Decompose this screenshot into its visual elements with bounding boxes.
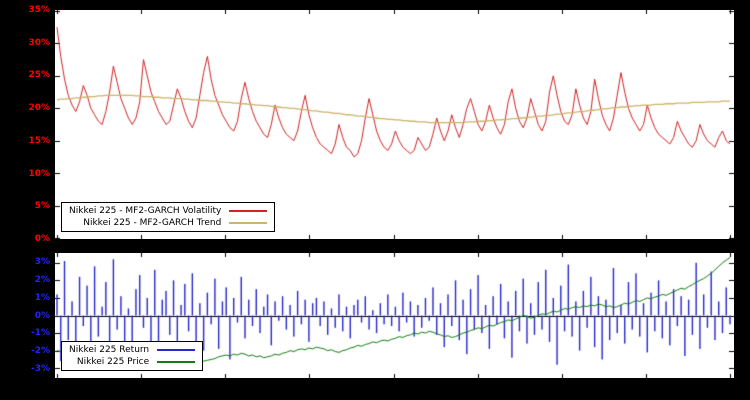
y-axis-tick-label: 3% <box>34 256 50 267</box>
trend-line-sample <box>229 222 268 224</box>
price-line-sample <box>157 361 196 363</box>
volatility-panel: Nikkei 225 - MF2-GARCH Volatility Nikkei… <box>54 9 735 240</box>
y-axis-tick-label: -3% <box>30 364 50 375</box>
legend-entry-return: Nikkei 225 Return <box>69 344 196 356</box>
volatility-legend: Nikkei 225 - MF2-GARCH Volatility Nikkei… <box>61 202 276 232</box>
y-axis-tick-label: 35% <box>28 5 50 15</box>
legend-entry-trend: Nikkei 225 - MF2-GARCH Trend <box>69 217 268 229</box>
y-axis-tick-label: 1% <box>34 292 50 303</box>
returns-panel: Nikkei 225 Return Nikkei 225 Price <box>54 252 735 379</box>
y-axis-tick-label: 5% <box>34 201 50 212</box>
y-axis-tick-label: 30% <box>28 37 50 48</box>
y-axis-tick-label: 0% <box>34 234 50 244</box>
y-axis-tick-label: 20% <box>28 103 50 114</box>
y-axis-tick-label: -1% <box>30 328 50 339</box>
volatility-chart-canvas <box>55 10 734 239</box>
y-axis-tick-label: 25% <box>28 70 50 81</box>
legend-entry-volatility: Nikkei 225 - MF2-GARCH Volatility <box>69 205 268 217</box>
y-axis-tick-label: -2% <box>30 346 50 357</box>
legend-entry-price: Nikkei 225 Price <box>69 356 196 368</box>
y-axis-tick-label: 2% <box>34 274 50 285</box>
legend-label-volatility: Nikkei 225 - MF2-GARCH Volatility <box>69 206 222 216</box>
return-line-sample <box>157 349 196 351</box>
returns-legend: Nikkei 225 Return Nikkei 225 Price <box>61 341 204 371</box>
y-axis-tick-label: 0% <box>34 310 50 321</box>
y-axis-tick-label: 15% <box>28 135 50 146</box>
legend-label-trend: Nikkei 225 - MF2-GARCH Trend <box>83 218 222 228</box>
y-axis-tick-label: 10% <box>28 168 50 179</box>
volatility-line-sample <box>229 210 268 212</box>
legend-label-return: Nikkei 225 Return <box>69 345 150 355</box>
legend-label-price: Nikkei 225 Price <box>76 357 150 367</box>
